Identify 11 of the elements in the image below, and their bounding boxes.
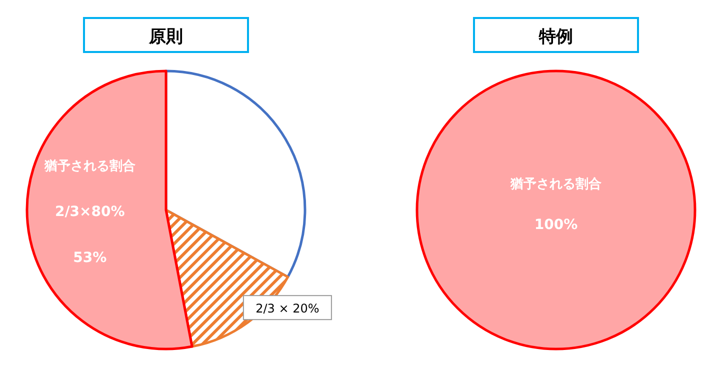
text: 2/3×80% (54, 204, 125, 220)
data-label: 100% (534, 217, 578, 233)
chart-title: 原則 (148, 27, 183, 47)
chart-title: 特例 (538, 27, 573, 47)
pie-slice (26, 70, 194, 350)
pie-slice (164, 208, 290, 348)
slice-label: 猶予される割合 (510, 176, 602, 192)
slice-label: 2/3 × 20% (256, 302, 320, 316)
slice-label: 猶予される割合 (43, 158, 136, 174)
pie-slice (164, 70, 306, 278)
data-label: 53% (73, 250, 107, 266)
